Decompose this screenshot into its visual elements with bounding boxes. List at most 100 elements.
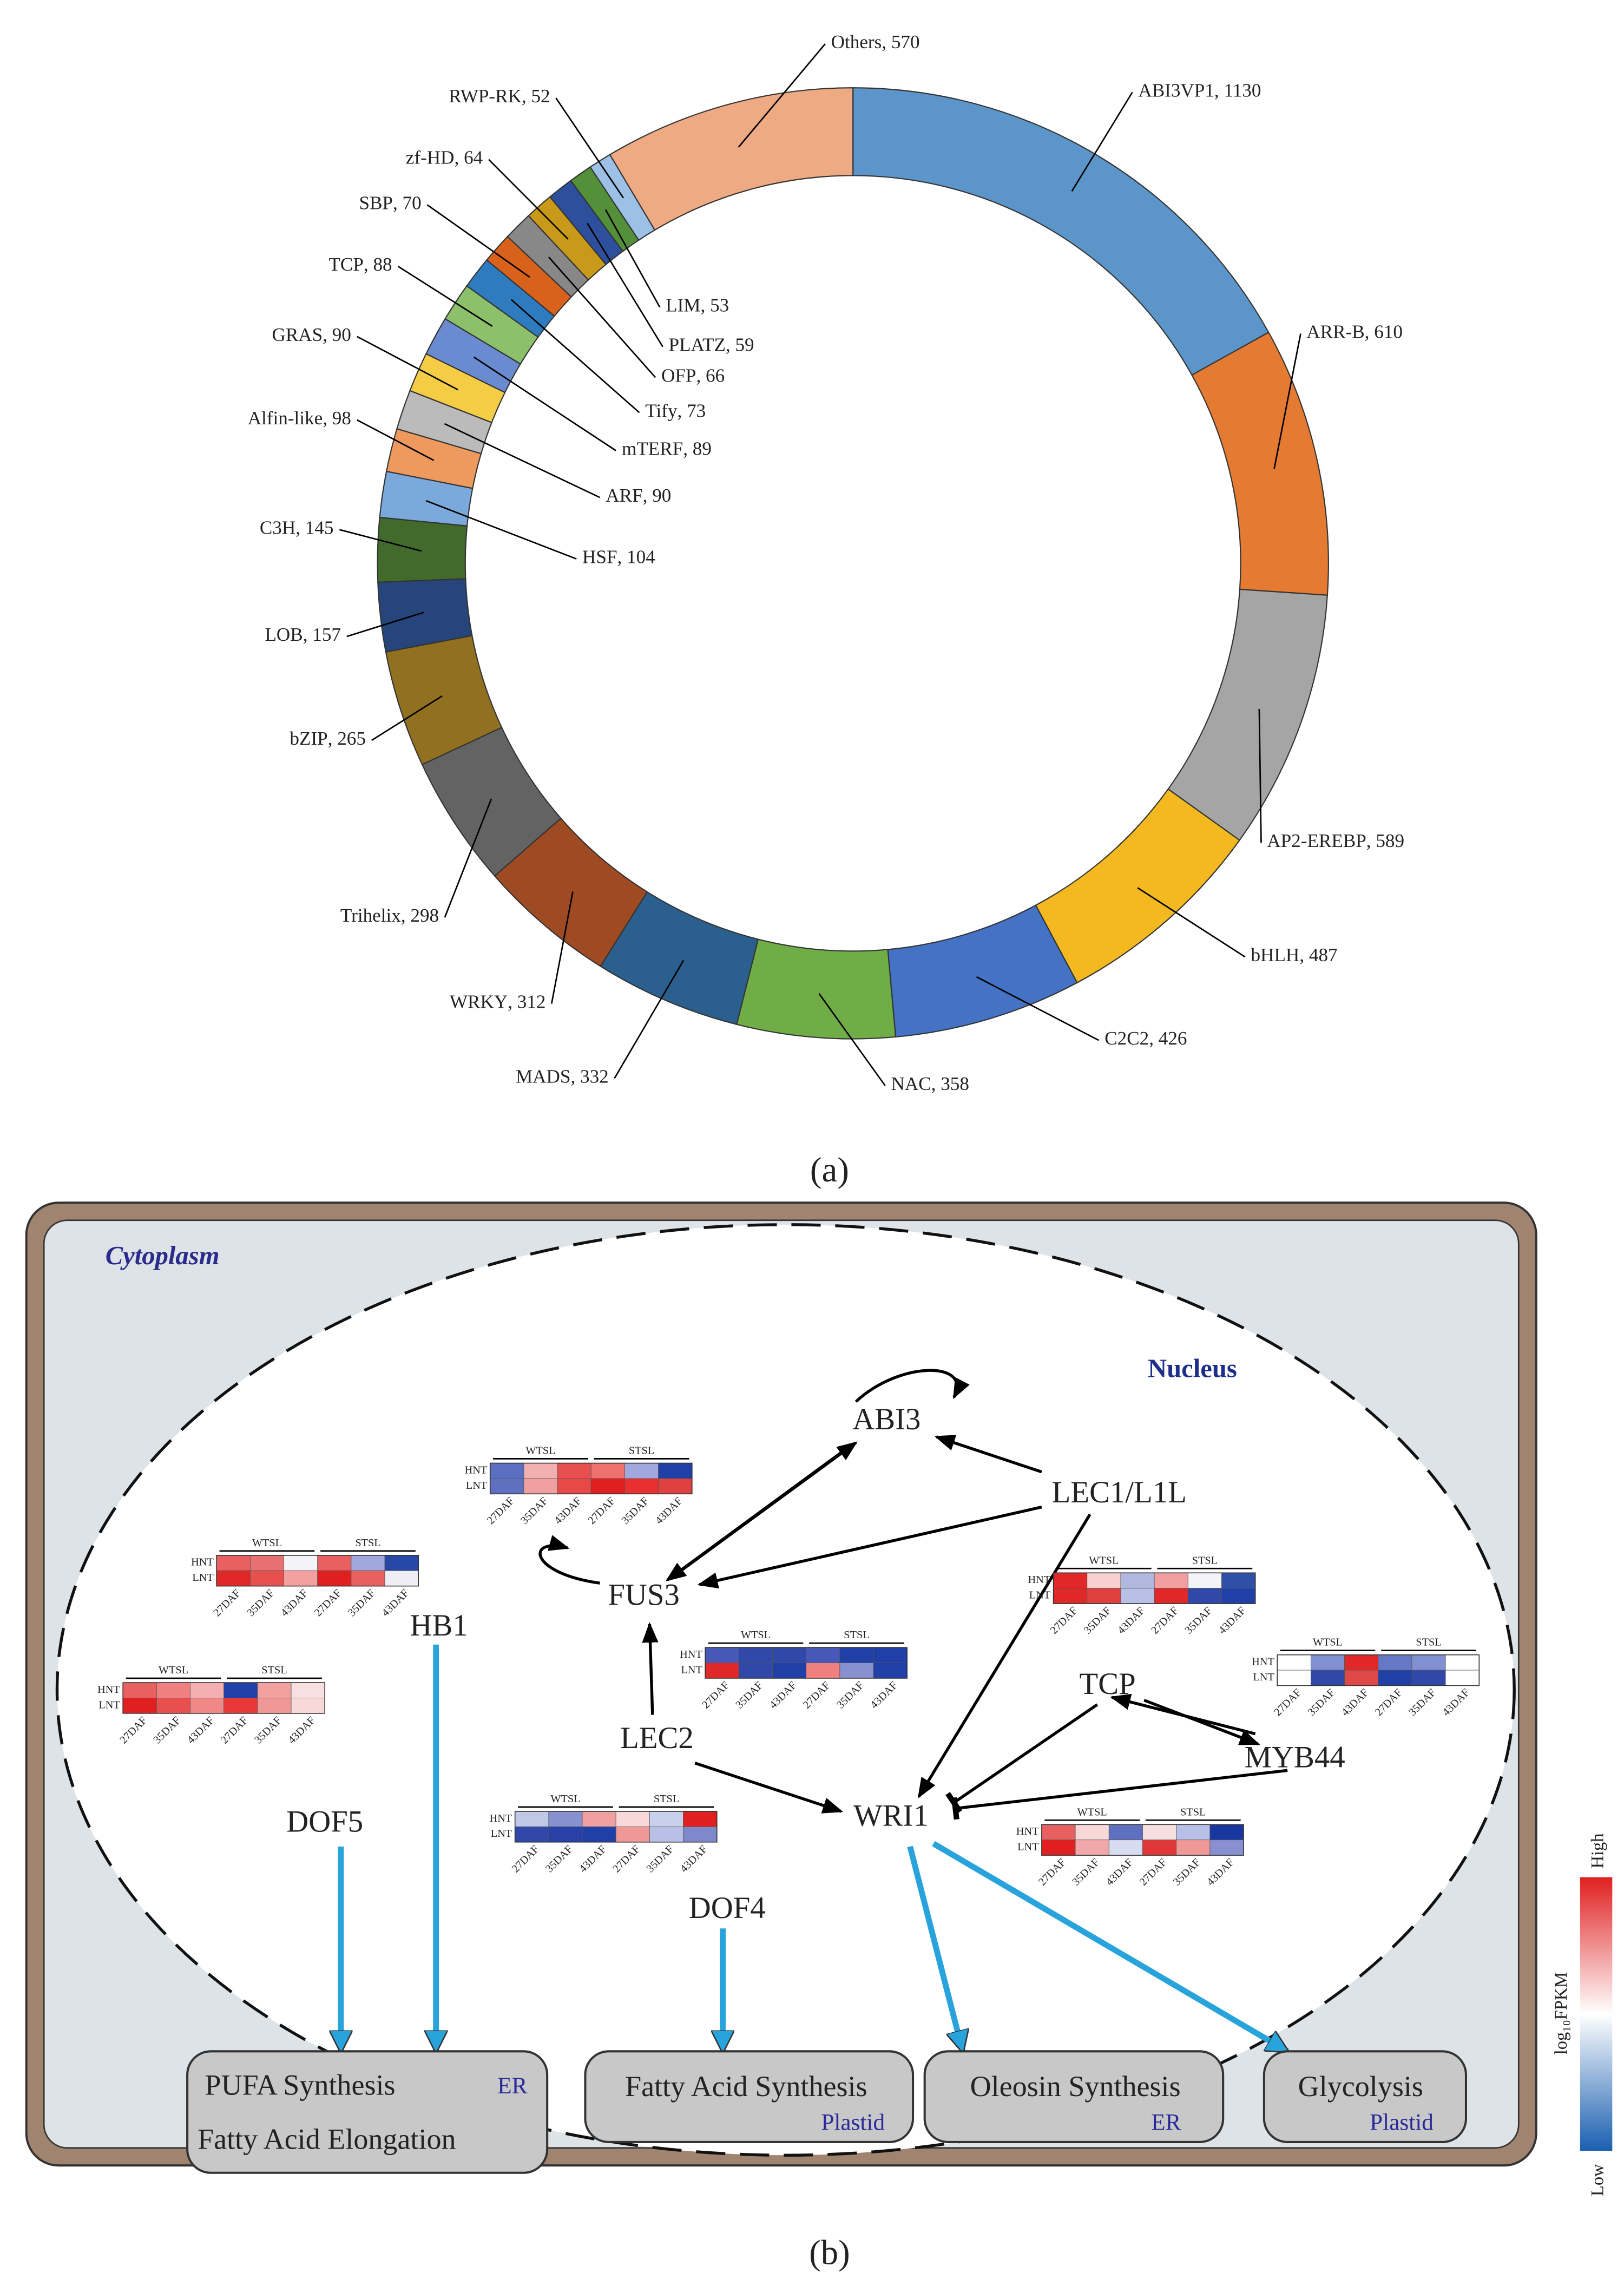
heatmap-cell: [249, 1555, 284, 1571]
process-location: Plastid: [821, 2109, 885, 2135]
heatmap-row-label: LNT: [192, 1572, 214, 1584]
heatmap-row-label: LNT: [1253, 1671, 1274, 1683]
heatmap-cell: [1209, 1840, 1244, 1856]
heatmap-cell: [190, 1698, 225, 1714]
heatmap-cell: [216, 1555, 251, 1571]
leader-line: [548, 257, 656, 378]
heatmap-cell: [649, 1811, 683, 1827]
process-label: Oleosin Synthesis: [970, 2070, 1181, 2103]
donut-segment: [1167, 588, 1329, 841]
gene-label: WRI1: [853, 1799, 929, 1833]
heatmap-cell: [523, 1478, 558, 1494]
heatmap-cell: [1120, 1588, 1155, 1604]
data-label: LOB, 157: [265, 624, 340, 645]
value-label: 265: [337, 728, 366, 749]
leader-line: [614, 960, 685, 1079]
label-separator: ,: [1299, 944, 1309, 966]
leader-line: [473, 356, 616, 451]
value-label: 73: [687, 400, 706, 421]
gene-label: FUS3: [608, 1578, 680, 1612]
arrow: [1143, 1698, 1260, 1746]
value-label: 312: [517, 991, 546, 1013]
heatmap-cell: [590, 1478, 625, 1494]
heatmap-cell: [384, 1555, 419, 1571]
heatmap-cell: [738, 1647, 773, 1663]
value-label: 358: [941, 1073, 969, 1094]
heatmap-cell: [1187, 1572, 1222, 1589]
heatmap-cell: [649, 1826, 683, 1843]
arrow: [907, 1845, 963, 2051]
category-label: ARF: [606, 485, 642, 506]
processes: PUFA Synthesis ER Fatty Acid Elongation …: [186, 2050, 1468, 2174]
value-label: 53: [710, 295, 729, 316]
heatmap-cell: [291, 1698, 325, 1714]
category-label: mTERF: [622, 438, 683, 459]
heatmap-cell: [658, 1478, 693, 1494]
arrow: [697, 1505, 1042, 1589]
heatmap-cell: [839, 1663, 874, 1679]
heatmap-cell: [624, 1463, 659, 1479]
heatmap-group-label: WTSL: [159, 1664, 188, 1676]
value-label: 426: [1159, 1028, 1187, 1049]
donut-segment: [377, 516, 468, 583]
category-label: bHLH: [1251, 944, 1300, 966]
heatmap-group-label: WTSL: [252, 1537, 282, 1549]
arrow: [665, 1450, 844, 1582]
value-label: 1130: [1224, 80, 1261, 101]
process-label: Fatty Acid Synthesis: [625, 2070, 867, 2103]
value-label: 64: [464, 147, 483, 168]
data-label: C3H, 145: [260, 517, 334, 538]
data-label: Others, 570: [831, 31, 920, 52]
heatmap-cell: [523, 1463, 558, 1479]
process-box: [1263, 2050, 1468, 2143]
heatmap-row-label: LNT: [466, 1480, 488, 1492]
heatmap-row-label: HNT: [1016, 1825, 1039, 1837]
heatmap-cell: [284, 1570, 318, 1587]
leader-line: [426, 204, 530, 278]
donut-segment: [609, 87, 854, 231]
label-separator: ,: [401, 905, 411, 926]
heatmap-cell: [1221, 1572, 1256, 1589]
leader-line: [444, 798, 492, 918]
heatmap-cell: [291, 1682, 325, 1698]
heatmap-row-label: HNT: [97, 1684, 120, 1696]
donut-segment: [1035, 788, 1241, 984]
data-label: ARF, 90: [606, 485, 671, 506]
heatmap-cell: [1142, 1824, 1177, 1841]
caption: (a): [810, 1151, 849, 1190]
heatmap-cell: [317, 1570, 352, 1587]
leader-line: [738, 43, 826, 148]
heatmap-cell: [1176, 1824, 1211, 1841]
label-separator: ,: [1214, 80, 1224, 101]
heatmap-cell: [683, 1811, 718, 1827]
label-separator: ,: [882, 31, 891, 52]
inhibition: [951, 1769, 1288, 1820]
data-label: mTERF, 89: [622, 438, 712, 459]
label-separator: ,: [323, 408, 332, 429]
legend-high: High: [1588, 1834, 1607, 1869]
label-separator: ,: [364, 254, 373, 275]
gene-label: LEC1/L1L: [1052, 1475, 1187, 1509]
heatmap-border: [1053, 1572, 1256, 1604]
heatmap-cell: [590, 1463, 625, 1479]
heatmap-cell: [1108, 1824, 1143, 1841]
heatmap-cell: [705, 1663, 739, 1679]
data-label: Trihelix, 298: [340, 905, 439, 926]
nucleus-label: Nucleus: [1148, 1354, 1237, 1383]
category-label: NAC: [891, 1073, 931, 1094]
heatmap-cell: [1075, 1840, 1109, 1856]
heatmap-cell: [557, 1478, 591, 1494]
heatmap-cell: [384, 1570, 419, 1587]
heatmap-cell: [1378, 1670, 1412, 1686]
value-label: 610: [1374, 321, 1403, 342]
heatmap-cell: [122, 1698, 157, 1714]
label-separator: ,: [1149, 1028, 1159, 1049]
heatmap-group-label: WTSL: [525, 1445, 555, 1457]
leader-line: [818, 993, 886, 1086]
category-label: PLATZ: [669, 334, 726, 356]
heatmap-cell: [705, 1647, 739, 1663]
leader-line: [976, 976, 1100, 1041]
value-label: 157: [312, 624, 341, 645]
leader-line: [587, 222, 663, 347]
category-label: GRAS: [272, 324, 323, 345]
